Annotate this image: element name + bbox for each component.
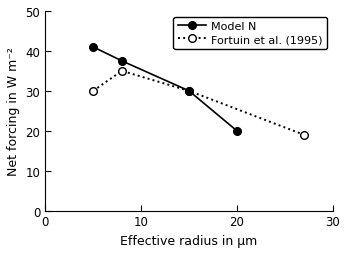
Fortuin et al. (1995) [187,90,191,93]
Fortuin et al. (1995) [302,134,306,137]
X-axis label: Effective radius in μm: Effective radius in μm [120,234,257,247]
Fortuin et al. (1995) [91,90,95,93]
Line: Fortuin et al. (1995): Fortuin et al. (1995) [89,68,308,139]
Y-axis label: Net forcing in W m⁻²: Net forcing in W m⁻² [7,47,20,176]
Model N [91,46,95,49]
Line: Model N: Model N [89,44,241,135]
Fortuin et al. (1995) [120,70,124,73]
Model N [235,130,239,133]
Model N [187,90,191,93]
Model N [120,60,124,63]
Legend: Model N, Fortuin et al. (1995): Model N, Fortuin et al. (1995) [174,18,327,50]
